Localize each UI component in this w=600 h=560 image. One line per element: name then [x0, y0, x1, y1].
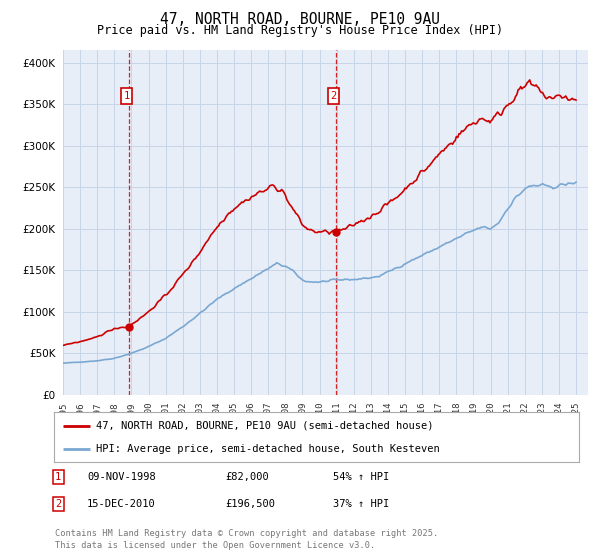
Text: £82,000: £82,000 — [225, 472, 269, 482]
Text: 15-DEC-2010: 15-DEC-2010 — [87, 499, 156, 509]
Text: 47, NORTH ROAD, BOURNE, PE10 9AU: 47, NORTH ROAD, BOURNE, PE10 9AU — [160, 12, 440, 27]
Text: 09-NOV-1998: 09-NOV-1998 — [87, 472, 156, 482]
Text: 37% ↑ HPI: 37% ↑ HPI — [333, 499, 389, 509]
Text: 47, NORTH ROAD, BOURNE, PE10 9AU (semi-detached house): 47, NORTH ROAD, BOURNE, PE10 9AU (semi-d… — [96, 421, 433, 431]
Text: HPI: Average price, semi-detached house, South Kesteven: HPI: Average price, semi-detached house,… — [96, 445, 440, 454]
Text: 2: 2 — [55, 499, 61, 509]
Text: Price paid vs. HM Land Registry's House Price Index (HPI): Price paid vs. HM Land Registry's House … — [97, 24, 503, 36]
Text: 54% ↑ HPI: 54% ↑ HPI — [333, 472, 389, 482]
Text: 1: 1 — [55, 472, 61, 482]
Text: 2: 2 — [330, 91, 337, 101]
Text: Contains HM Land Registry data © Crown copyright and database right 2025.
This d: Contains HM Land Registry data © Crown c… — [55, 529, 439, 550]
Text: £196,500: £196,500 — [225, 499, 275, 509]
Text: 1: 1 — [124, 91, 130, 101]
